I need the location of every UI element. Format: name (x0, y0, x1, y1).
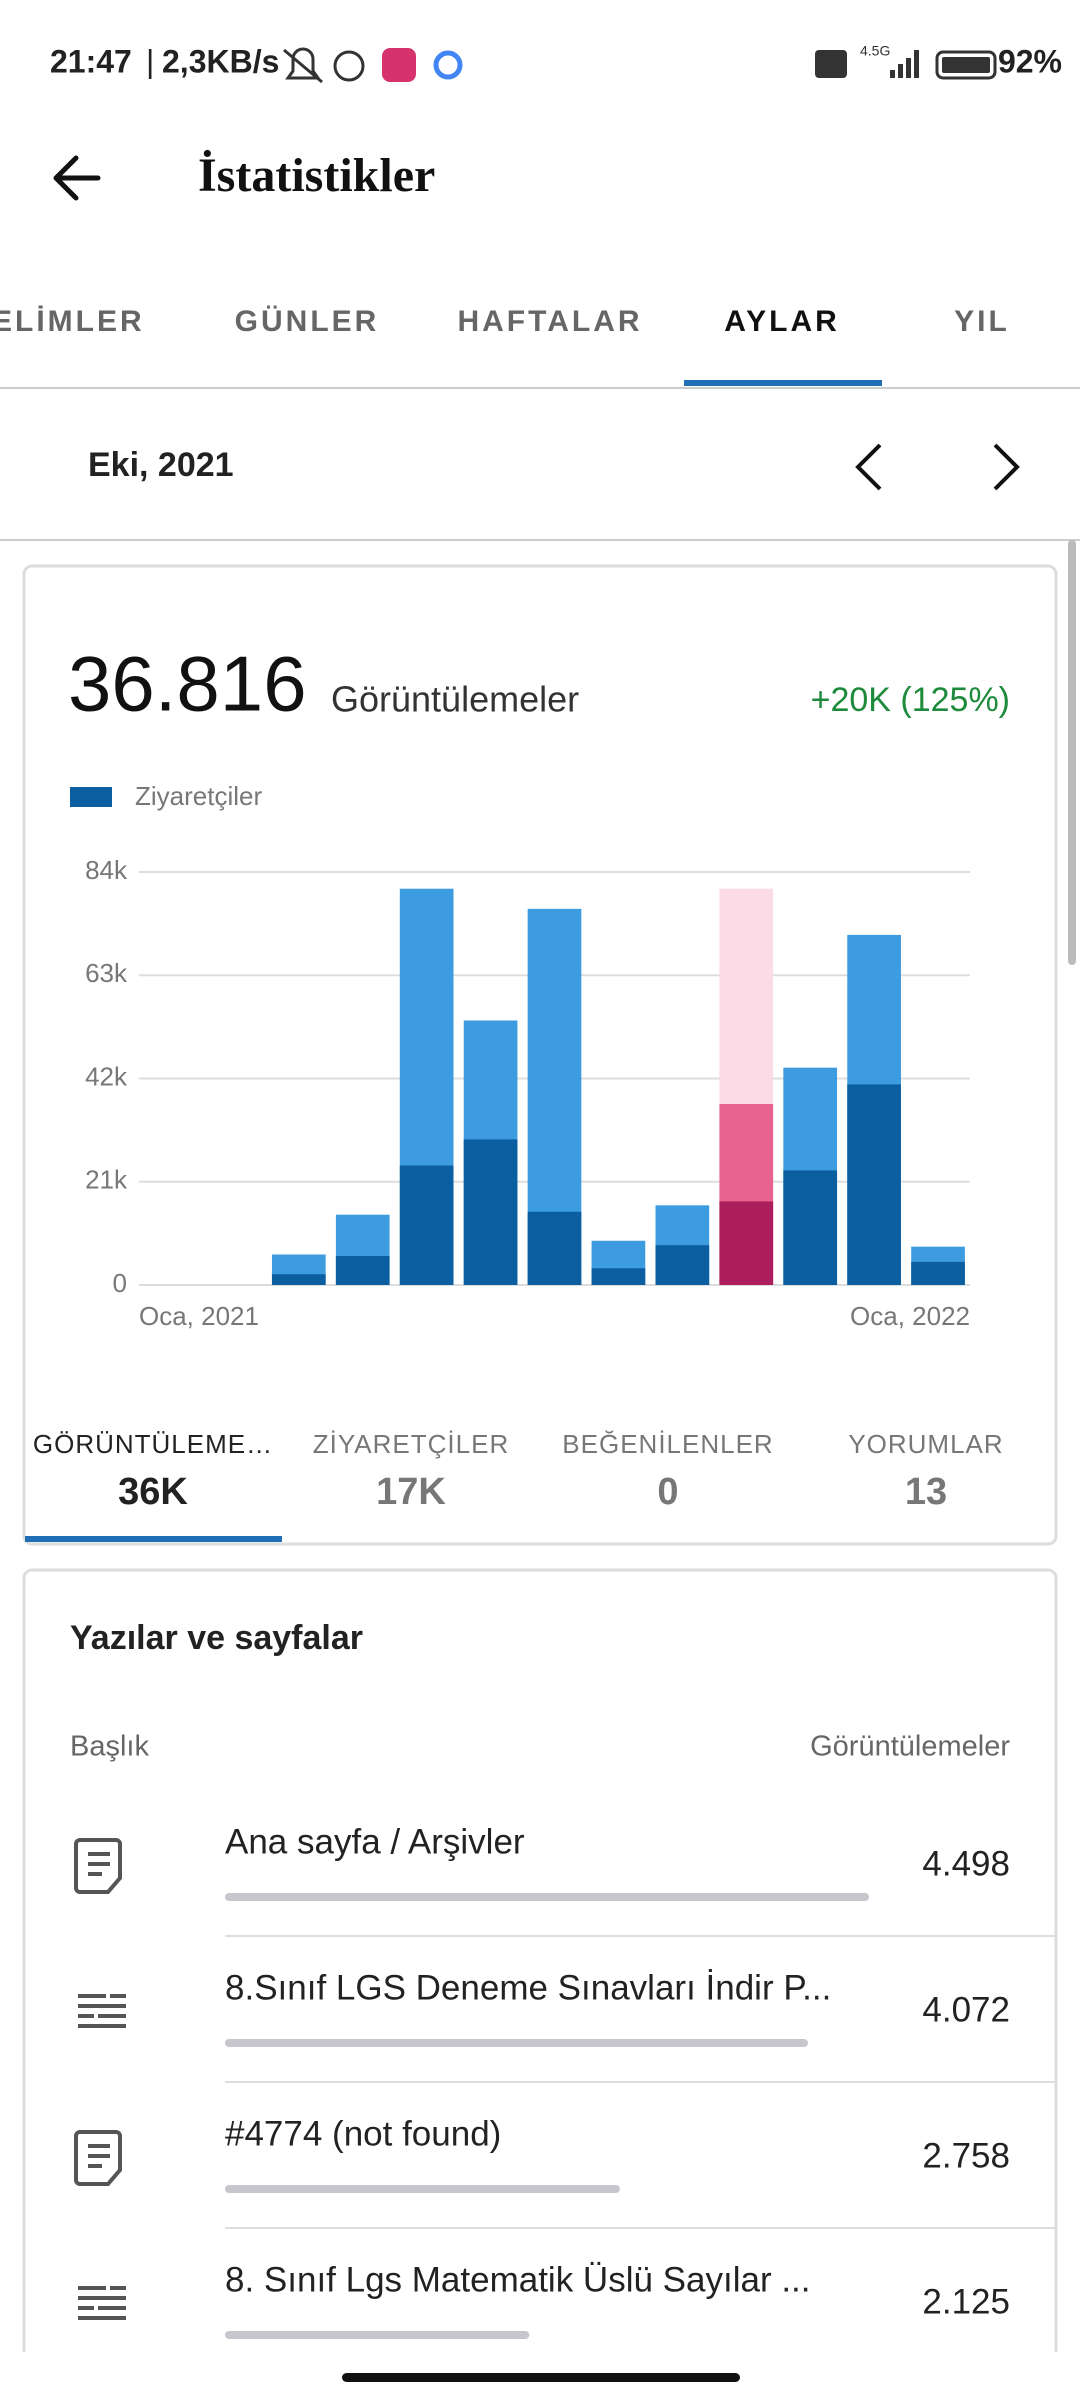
scrollbar (1068, 540, 1076, 965)
posts-title: Yazılar ve sayfalar (70, 1619, 363, 1657)
post-views: 2.125 (922, 2282, 1010, 2321)
posts-list: Ana sayfa / Arşivler 4.498 8.Sınıf LGS Den… (74, 1822, 1056, 2339)
tab[interactable]: AYLAR (724, 305, 840, 338)
post-icon (78, 1994, 126, 2028)
bar (591, 1268, 646, 1285)
post-views: 4.072 (922, 1990, 1010, 2029)
y-tick-label: 0 (113, 1268, 127, 1298)
chart: Ziyaretçiler 0 21k 42k 63k 84k Oca, 2021 Oca, 2… (70, 781, 970, 1331)
alarm-icon (333, 50, 365, 82)
bar (527, 1211, 582, 1285)
summary-value: 36.816 (68, 640, 307, 728)
post-title[interactable]: Ana sayfa / Arşivler (225, 1822, 525, 1861)
bar (463, 1139, 518, 1285)
status-speed: 2,3KB/s (162, 43, 279, 79)
bar (911, 1261, 965, 1285)
bar (719, 1201, 774, 1285)
column-header: Görüntülemeler (810, 1731, 1010, 1763)
bar (399, 1165, 454, 1285)
stat-value[interactable]: 13 (905, 1471, 947, 1513)
tab[interactable]: ELİMLER (0, 305, 145, 338)
period-label: Eki, 2021 (88, 446, 234, 484)
status-time: 21:47 (50, 43, 132, 79)
back-button[interactable] (53, 155, 101, 201)
status-icons (283, 47, 463, 84)
battery-level (942, 57, 990, 73)
legend-swatch (70, 787, 112, 807)
signal-bar (898, 64, 903, 78)
stat-label[interactable]: BEĞENİLENLER (562, 1429, 773, 1459)
post-bar (225, 1893, 869, 1901)
y-tick-label: 84k (85, 855, 128, 885)
bar (271, 1274, 326, 1285)
stat-value[interactable]: 0 (657, 1471, 678, 1513)
tab-indicator (684, 380, 882, 386)
post-icon (78, 2286, 126, 2320)
y-tick-label: 63k (85, 958, 128, 988)
status-network: 4.5G (860, 43, 890, 59)
google-icon (433, 50, 463, 80)
signal-bar (914, 50, 919, 78)
tab-bar: ELİMLER GÜNLER HAFTALAR AYLAR YIL (0, 305, 1010, 338)
page-icon (74, 1838, 122, 1894)
stat-value[interactable]: 17K (376, 1471, 446, 1513)
post-title[interactable]: 8.Sınıf LGS Deneme Sınavları İndir P... (225, 1968, 831, 2007)
tab[interactable]: HAFTALAR (457, 305, 642, 338)
post-views: 4.498 (922, 1844, 1010, 1883)
prev-button[interactable] (855, 443, 882, 491)
app-icon (382, 48, 416, 82)
tab[interactable]: GÜNLER (235, 305, 380, 338)
legend-label: Ziyaretçiler (135, 781, 262, 811)
y-tick-label: 21k (85, 1165, 128, 1195)
battery-icon (935, 50, 997, 80)
tab[interactable]: YIL (954, 305, 1010, 338)
post-title[interactable]: 8. Sınıf Lgs Matematik Üslü Sayılar ... (225, 2260, 811, 2299)
page-icon (74, 2130, 122, 2186)
bar (783, 1170, 838, 1285)
status-battery: 92% (998, 43, 1062, 79)
summary-label: Görüntülemeler (331, 679, 579, 720)
x-tick-label: Oca, 2022 (850, 1301, 970, 1331)
stat-label[interactable]: YORUMLAR (848, 1429, 1003, 1459)
stats-indicator (25, 1536, 282, 1542)
stats-tabs: GÖRÜNTÜLEME… 36K ZİYARETÇİLER 17K BEĞENİLENL… (33, 1429, 1003, 1513)
post-views: 2.758 (922, 2136, 1010, 2175)
signal-icon (890, 50, 919, 78)
stat-value[interactable]: 36K (118, 1471, 188, 1513)
home-indicator[interactable] (342, 2373, 740, 2382)
bar (655, 1245, 710, 1285)
signal-bar (890, 70, 895, 78)
page-title: İstatistikler (198, 149, 435, 202)
column-header: Başlık (70, 1731, 149, 1763)
x-tick-label: Oca, 2021 (139, 1301, 259, 1331)
next-button[interactable] (993, 443, 1020, 491)
signal-bar (906, 58, 911, 78)
volte-icon (815, 50, 847, 78)
stat-label[interactable]: ZİYARETÇİLER (313, 1429, 509, 1459)
bar (335, 1255, 390, 1285)
post-bar (225, 2331, 530, 2339)
status-separator: | (146, 43, 154, 79)
summary-change: +20K (125%) (811, 681, 1010, 719)
y-tick-label: 42k (85, 1061, 128, 1091)
post-bar (225, 2185, 620, 2193)
mute-icon (283, 47, 323, 84)
stat-label[interactable]: GÖRÜNTÜLEME… (33, 1429, 273, 1459)
bar (847, 1084, 901, 1285)
post-title[interactable]: #4774 (not found) (225, 2114, 501, 2153)
post-bar (225, 2039, 809, 2047)
